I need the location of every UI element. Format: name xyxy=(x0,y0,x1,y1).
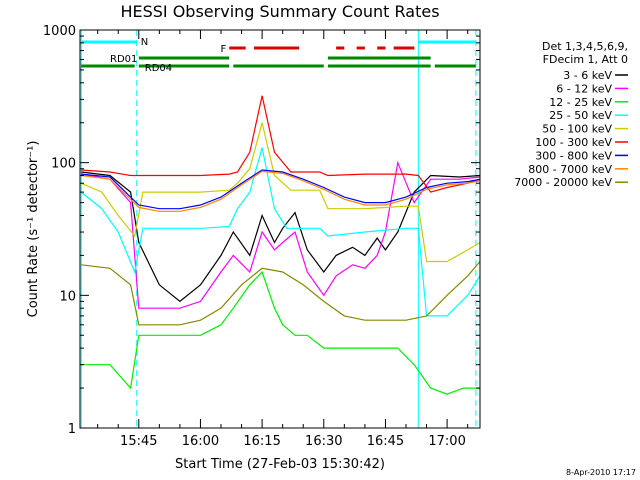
x-tick-label: 16:00 xyxy=(182,434,219,449)
legend-entry-label: 12 - 25 keV xyxy=(549,96,612,109)
x-tick-label: 16:15 xyxy=(243,434,280,449)
series-line-4 xyxy=(80,147,481,317)
y-tick-label: 1000 xyxy=(43,24,76,39)
x-tick-label: 16:30 xyxy=(305,434,342,449)
legend-entry-label: 300 - 800 keV xyxy=(535,149,612,162)
series-line-1 xyxy=(81,171,481,303)
x-tick-label: 15:45 xyxy=(120,434,157,449)
f-annotation: F xyxy=(220,44,226,55)
n-annotation: N xyxy=(141,37,148,48)
y-axis-label: Count Rate (s⁻¹ detector⁻¹) xyxy=(26,141,41,318)
chart-title: HESSI Observing Summary Count Rates xyxy=(120,2,439,21)
series-line-6 xyxy=(81,95,481,193)
y-axis: 1 10 100 1000 xyxy=(43,24,480,437)
plot-frame xyxy=(79,29,481,429)
legend-entry-label: 7000 - 20000 keV xyxy=(514,176,612,189)
legend-entry-label: 100 - 300 keV xyxy=(535,136,612,149)
x-axis-label: Start Time (27-Feb-03 15:30:42) xyxy=(175,457,385,472)
legend: Det 1,3,4,5,6,9,FDecim 1, Att 0 3 - 6 keV… xyxy=(514,40,628,189)
legend-entry-label: 3 - 6 keV xyxy=(563,69,612,82)
y-tick-label: 100 xyxy=(51,157,76,172)
rd04-annotation: RD04 xyxy=(145,63,172,74)
legend-header-line: FDecim 1, Att 0 xyxy=(543,53,628,66)
series-line-9 xyxy=(81,261,481,326)
y-tick-label: 1 xyxy=(68,422,76,437)
footer-timestamp: 8-Apr-2010 17:17 xyxy=(566,468,636,477)
series-line-5 xyxy=(80,122,481,263)
legend-header-line: Det 1,3,4,5,6,9, xyxy=(542,40,628,53)
x-tick-label: 16:45 xyxy=(367,434,404,449)
legend-entry-label: 50 - 100 keV xyxy=(542,123,612,136)
plot-marks: N F RD01 RD04 xyxy=(80,30,481,428)
rd01-annotation: RD01 xyxy=(110,54,137,65)
series-line-3 xyxy=(81,270,480,395)
x-tick-label: 17:00 xyxy=(428,434,465,449)
y-tick-label: 10 xyxy=(59,289,76,304)
legend-entry-label: 800 - 7000 keV xyxy=(528,163,612,176)
series-line-8 xyxy=(81,170,481,212)
legend-entry-label: 25 - 50 keV xyxy=(549,109,612,122)
legend-entry-label: 6 - 12 keV xyxy=(556,82,612,95)
x-axis: 15:45 16:00 16:15 16:30 16:45 17:00 xyxy=(97,30,469,449)
series-line-7 xyxy=(81,169,481,210)
